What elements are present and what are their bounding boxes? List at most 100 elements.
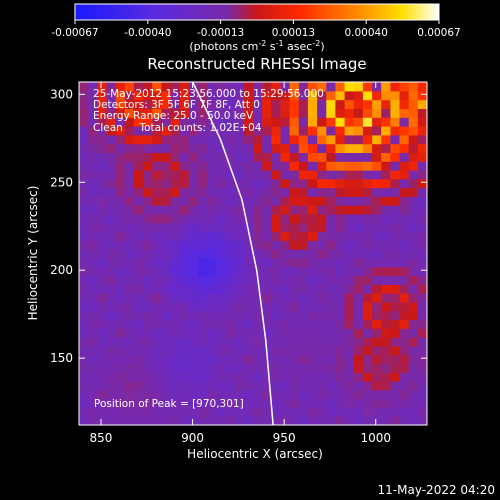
heatmap-cell: [262, 284, 272, 294]
heatmap-cell: [143, 275, 153, 285]
y-tick-label: 200: [50, 263, 73, 277]
heatmap-cell: [390, 354, 401, 364]
heatmap-cell: [124, 266, 135, 277]
heatmap-cell: [88, 389, 98, 400]
heatmap-cell: [225, 381, 236, 391]
heatmap-cell: [170, 143, 181, 153]
heatmap-cell: [133, 90, 144, 101]
heatmap-cell: [399, 240, 410, 250]
heatmap-cell: [88, 82, 98, 92]
heatmap-cell: [216, 161, 227, 171]
heatmap-cell: [234, 389, 245, 400]
heatmap-cell: [234, 407, 245, 417]
heatmap-cell: [408, 117, 419, 127]
heatmap-cell: [307, 398, 318, 408]
heatmap-cell: [216, 222, 227, 233]
colorbar-ticks: -0.00067 -0.00040 -0.00013 0.00013 0.00040 0.…: [51, 20, 461, 39]
heatmap-cell: [216, 301, 227, 312]
heatmap-cell: [280, 363, 291, 373]
heatmap-cell: [115, 284, 126, 294]
heatmap-cell: [133, 328, 144, 338]
heatmap-cell: [271, 169, 282, 180]
heatmap-cell: [225, 398, 236, 408]
x-axis: 850 900 950 1000: [90, 82, 391, 445]
heatmap-cell: [234, 169, 245, 180]
heatmap-cell: [79, 293, 89, 303]
heatmap-cell: [399, 381, 410, 391]
x-tick-label: 1000: [360, 431, 391, 445]
heatmap-cell: [381, 205, 391, 215]
heatmap-cell: [124, 213, 135, 224]
heatmap-cell: [170, 196, 181, 206]
heatmap-cell: [225, 117, 236, 127]
heatmap-cell: [243, 381, 254, 391]
heatmap-cell: [198, 310, 208, 321]
heatmap-cell: [362, 117, 373, 127]
heatmap-cell: [280, 134, 291, 145]
heatmap-cell: [234, 108, 245, 118]
heatmap-cell: [179, 222, 190, 233]
heatmap-cell: [88, 407, 98, 417]
heatmap-cell: [298, 372, 309, 382]
heatmap-cell: [417, 354, 427, 364]
heatmap-cell: [326, 240, 337, 250]
heatmap-cell: [326, 275, 337, 285]
heatmap-cell: [152, 90, 163, 101]
heatmap-cell: [115, 319, 126, 329]
heatmap-cell: [335, 152, 346, 162]
heatmap-cell: [280, 161, 291, 171]
heatmap-cell: [399, 196, 410, 206]
heatmap-cell: [106, 240, 117, 250]
heatmap-cell: [179, 284, 190, 294]
heatmap-cell: [253, 363, 263, 373]
heatmap-cell: [188, 126, 199, 136]
heatmap-cell: [179, 310, 190, 321]
heatmap-cell: [335, 178, 346, 189]
heatmap-cell: [417, 328, 427, 338]
heatmap-cell: [362, 126, 373, 136]
heatmap-cell: [372, 161, 382, 171]
heatmap-cell: [417, 398, 427, 408]
heatmap-cell: [372, 284, 382, 294]
heatmap-cell: [307, 126, 318, 136]
heatmap-cell: [243, 284, 254, 294]
heatmap-cell: [298, 319, 309, 329]
heatmap-cell: [88, 187, 98, 197]
heatmap-cell: [344, 328, 355, 338]
heatmap-cell: [234, 337, 245, 347]
heatmap-cell: [326, 161, 337, 171]
heatmap-cell: [124, 301, 135, 312]
heatmap-cell: [335, 117, 346, 127]
heatmap-cell: [124, 398, 135, 408]
heatmap-cell: [133, 178, 144, 189]
heatmap-cell: [381, 249, 391, 259]
heatmap-cell: [161, 337, 172, 347]
heatmap-cell: [143, 257, 153, 268]
heatmap-cell: [143, 249, 153, 259]
heatmap-cell: [298, 126, 309, 136]
heatmap-cell: [133, 143, 144, 153]
heatmap-cell: [262, 319, 272, 329]
heatmap-cell: [317, 134, 327, 145]
heatmap-cell: [271, 266, 282, 277]
heatmap-cell: [115, 416, 126, 425]
heatmap-cell: [271, 152, 282, 162]
heatmap-cell: [335, 108, 346, 118]
heatmap-cell: [372, 398, 382, 408]
heatmap-cell: [399, 337, 410, 347]
heatmap-cell: [188, 82, 199, 92]
heatmap-cell: [262, 389, 272, 400]
heatmap-cell: [88, 337, 98, 347]
heatmap-cell: [253, 398, 263, 408]
heatmap-cell: [161, 108, 172, 118]
heatmap-cell: [262, 161, 272, 171]
heatmap-cell: [124, 284, 135, 294]
heatmap-cell: [243, 82, 254, 92]
heatmap-cell: [179, 345, 190, 356]
heatmap-cell: [207, 143, 217, 153]
heatmap-cell: [280, 381, 291, 391]
heatmap-cell: [188, 284, 199, 294]
heatmap-cell: [317, 152, 327, 162]
heatmap-cell: [372, 363, 382, 373]
heatmap-cell: [381, 143, 391, 153]
